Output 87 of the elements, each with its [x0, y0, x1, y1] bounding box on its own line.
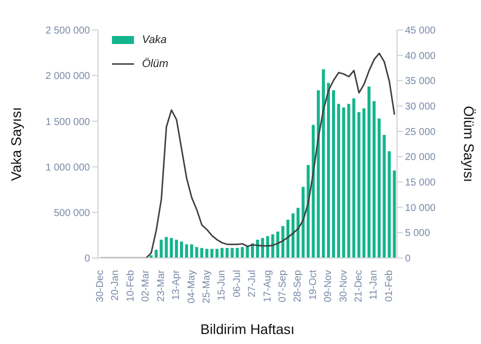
bar	[296, 208, 300, 258]
y-tick-label: 2 500 000	[46, 26, 90, 37]
bar	[205, 248, 208, 258]
x-tick-label: 30-Dec	[95, 270, 106, 302]
bar	[322, 69, 325, 258]
bar	[180, 242, 183, 258]
bar	[240, 247, 244, 258]
bar	[200, 248, 204, 258]
y-axis-title: Vaka Sayısı	[8, 107, 24, 181]
bar	[271, 234, 274, 258]
legend-label: Vaka	[142, 33, 167, 48]
bar	[302, 186, 305, 258]
bar	[316, 90, 320, 258]
y2-tick-label: 25 000	[405, 126, 436, 138]
bar	[164, 237, 168, 258]
x-tick-label: 23-Mar	[156, 269, 167, 302]
bar	[226, 248, 229, 258]
bar	[352, 98, 356, 258]
y2-tick-label: 15 000	[405, 178, 436, 189]
bar	[378, 118, 381, 258]
bar	[388, 151, 391, 258]
bar	[236, 248, 239, 258]
x-tick-label: 04-May	[186, 270, 198, 304]
bar	[266, 236, 270, 258]
bar	[210, 248, 214, 258]
x-tick-label: 21-Dec	[353, 270, 364, 302]
x-tick-label: 09-Nov	[323, 270, 334, 302]
bar	[326, 82, 330, 258]
legend-label: Ölüm	[142, 56, 168, 72]
bar	[261, 238, 264, 258]
bar	[160, 240, 163, 258]
y2-tick-label: 10 000	[405, 202, 436, 214]
y2-tick-label: 20 000	[405, 152, 436, 164]
bar	[174, 240, 178, 258]
x-tick-label: 28-Sep	[292, 270, 304, 302]
bar	[246, 246, 249, 258]
x-tick-label: 13-Apr	[171, 269, 182, 300]
bar	[342, 108, 346, 258]
bar	[154, 250, 158, 258]
x-tick-label: 06-Jul	[232, 270, 243, 298]
y-tick-label: 0	[84, 254, 90, 265]
bar	[337, 104, 340, 258]
bar	[190, 244, 194, 258]
y2-tick-label: 0	[405, 254, 411, 265]
y-tick-label: 1 000 000	[46, 162, 90, 174]
y-tick-label: 1 500 000	[46, 116, 90, 128]
x-tick-label: 01-Feb	[384, 270, 395, 302]
bar	[306, 164, 310, 258]
bar	[392, 170, 396, 258]
x-tick-label: 25-May	[201, 270, 212, 304]
x-tick-label: 10-Feb	[125, 270, 136, 302]
y2-tick-label: 45 000	[405, 26, 436, 37]
bar	[312, 124, 315, 258]
bar	[291, 213, 294, 258]
bar	[230, 248, 234, 258]
x-axis-title: Bildirim Haftası	[200, 321, 295, 337]
bar	[347, 104, 350, 258]
x-tick-label: 11-Jan	[368, 270, 380, 300]
bar	[215, 248, 218, 258]
x-tick-label: 27-Jul	[247, 270, 258, 298]
x-tick-label: 15-Jun	[216, 270, 228, 301]
bar	[362, 108, 366, 258]
y2-tick-label: 35 000	[405, 76, 436, 88]
y2-axis-title: Ölüm Sayısı	[461, 106, 478, 182]
y2-tick-label: 40 000	[405, 50, 436, 62]
bar	[382, 134, 386, 258]
y-tick-label: 2 000 000	[46, 71, 90, 82]
x-tick-label: 19-Oct	[308, 270, 319, 300]
bar	[195, 247, 198, 258]
x-tick-label: 20-Jan	[110, 270, 122, 301]
x-tick-label: 17-Aug	[262, 270, 274, 302]
bar	[332, 90, 336, 258]
bar	[368, 86, 371, 258]
bar	[276, 232, 280, 258]
bar	[220, 248, 224, 258]
x-tick-label: 02-Mar	[140, 269, 152, 302]
x-tick-label: 07-Sep	[277, 270, 288, 302]
bar	[286, 220, 290, 258]
bar	[281, 226, 284, 258]
x-tick-label: 30-Nov	[338, 270, 350, 302]
y2-tick-label: 5 000	[405, 228, 430, 240]
bar	[372, 101, 376, 258]
bar	[170, 238, 173, 258]
y-tick-label: 500 000	[54, 208, 90, 219]
bar	[357, 112, 360, 258]
y2-tick-label: 30 000	[405, 102, 436, 113]
bar	[185, 244, 188, 258]
